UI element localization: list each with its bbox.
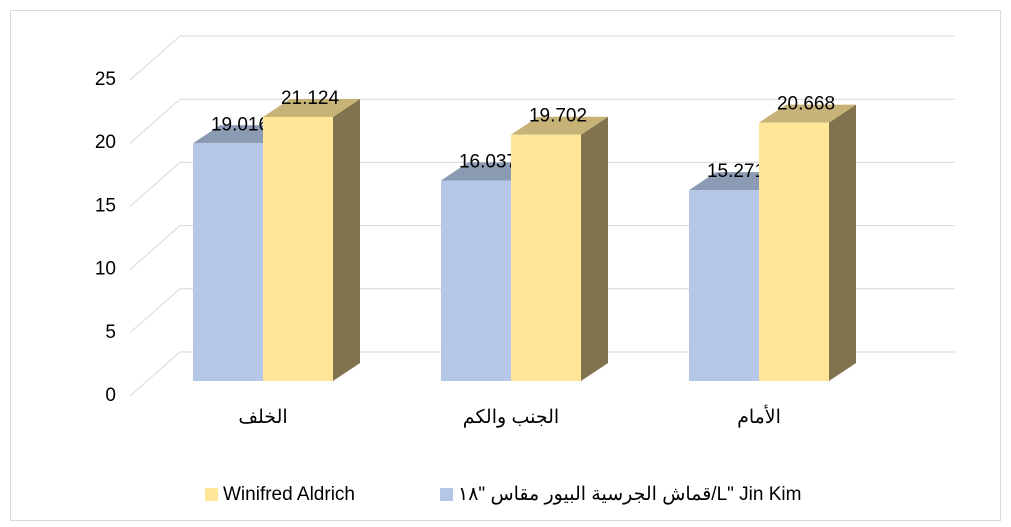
data-label: 16.037 — [459, 152, 517, 173]
x-tick-label: الأمام — [737, 404, 781, 428]
data-label: 20.668 — [777, 94, 835, 115]
y-tick-label: 10 — [95, 259, 116, 280]
x-tick-label: الجنب والكم — [463, 407, 559, 428]
grid-line — [129, 35, 955, 81]
y-tick-label: 20 — [95, 132, 116, 153]
bar — [263, 116, 333, 381]
legend-swatch — [205, 488, 218, 501]
bar-side — [333, 98, 360, 381]
bar — [759, 122, 829, 382]
legend-label: Winifred Aldrich — [223, 484, 355, 505]
bar — [689, 190, 759, 381]
bar-top — [511, 116, 608, 135]
data-label: 19.016 — [211, 114, 269, 135]
x-tick-label: الخلف — [238, 407, 287, 428]
bar — [441, 180, 511, 381]
data-label: 21.124 — [281, 88, 340, 109]
grid-line — [129, 98, 955, 144]
bar — [511, 134, 581, 381]
y-tick-label: 15 — [95, 195, 116, 216]
bar-top — [759, 104, 856, 123]
bar-side — [581, 116, 608, 381]
data-label: 15.271 — [707, 161, 765, 182]
grid-line — [129, 161, 955, 207]
bar — [193, 143, 263, 381]
y-tick-label: 5 — [105, 322, 116, 343]
y-tick-label: 0 — [105, 385, 116, 406]
y-tick-label: 25 — [95, 69, 116, 90]
legend-swatch — [440, 488, 453, 501]
data-label: 19.702 — [529, 106, 587, 127]
legend-label: قماش الجرسية البيور مقاس "١٨/L" Jin Kim — [458, 484, 801, 505]
bar-top — [263, 98, 360, 117]
bar-side — [829, 104, 856, 382]
